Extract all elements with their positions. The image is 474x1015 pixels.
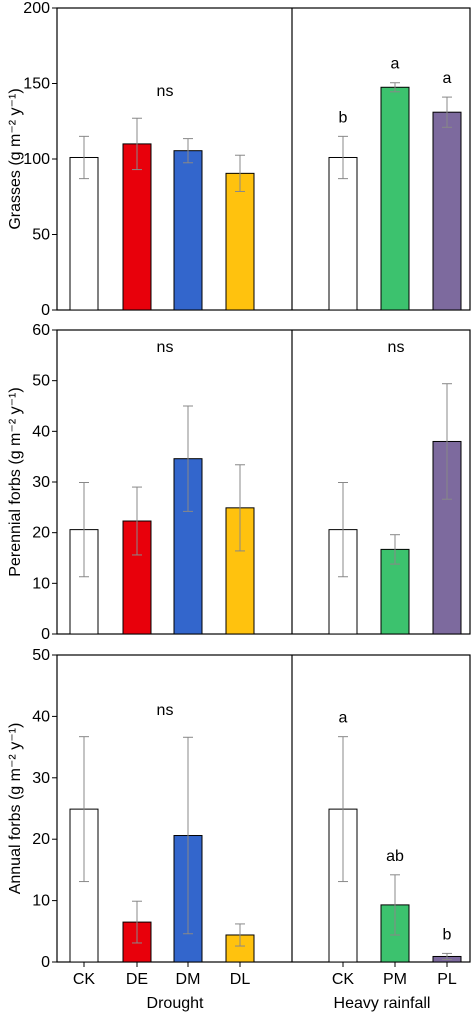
y-tick-label: 0 <box>41 302 50 319</box>
y-tick-label: 50 <box>32 373 50 390</box>
y-tick-label: 50 <box>32 647 50 664</box>
panel-1: 0 50 100 150 200 Grasses (g m⁻² y⁻¹) ns b a a <box>7 0 471 319</box>
bar-heavy-rainfall-pm <box>380 86 410 311</box>
bar-drought-dm <box>173 458 203 635</box>
group-label: Heavy rainfall <box>334 995 431 1012</box>
x-tick-label: PM <box>383 971 407 988</box>
y-tick-label: 0 <box>41 626 50 643</box>
bar-heavy-rainfall-pl <box>432 111 462 311</box>
y-tick-label: 10 <box>32 575 50 592</box>
y-tick-label: 40 <box>32 708 50 725</box>
y-tick-label: 30 <box>32 770 50 787</box>
y-axis-label: Annual forbs (g m⁻² y⁻¹) <box>7 723 24 895</box>
group-label: Drought <box>147 995 204 1012</box>
x-tick-label: DE <box>126 971 148 988</box>
y-tick-label: 150 <box>23 76 50 93</box>
panel-3: 0 10 20 30 40 50 Annual forbs (g m⁻² y⁻¹) ns a ab… <box>7 647 471 971</box>
y-tick-label: 200 <box>23 0 50 17</box>
x-tick-label: DM <box>176 971 201 988</box>
x-tick-label: CK <box>332 971 355 988</box>
plot-frame <box>56 654 471 963</box>
x-tick-label: PL <box>437 971 457 988</box>
significance-label: ns <box>157 339 174 356</box>
y-tick-label: 50 <box>32 227 50 244</box>
y-tick-label: 40 <box>32 423 50 440</box>
panel-2: 0 10 20 30 40 50 60 Perennial forbs (g m⁻² y⁻¹)… <box>7 322 471 643</box>
significance-letter: a <box>339 710 348 727</box>
significance-label: ns <box>388 339 405 356</box>
significance-letter: a <box>391 56 400 73</box>
x-axis-labels: CK DE DM DL Drought CK PM PL Heavy rainfall <box>73 962 457 1012</box>
significance-letter: a <box>443 70 452 87</box>
significance-letter: b <box>339 109 348 126</box>
significance-label: ns <box>157 702 174 719</box>
significance-letter: ab <box>386 848 404 865</box>
y-tick-label: 20 <box>32 525 50 542</box>
bar-heavy-rainfall-ck <box>328 156 358 311</box>
y-axis-label: Perennial forbs (g m⁻² y⁻¹) <box>7 387 24 576</box>
y-tick-label: 10 <box>32 893 50 910</box>
y-tick-label: 60 <box>32 322 50 339</box>
x-tick-label: CK <box>73 971 96 988</box>
y-tick-label: 30 <box>32 474 50 491</box>
y-tick-label: 0 <box>41 954 50 971</box>
bar-drought-ck <box>69 156 99 311</box>
y-axis-label: Grasses (g m⁻² y⁻¹) <box>7 88 24 229</box>
x-tick-label: DL <box>230 971 251 988</box>
y-tick-label: 20 <box>32 831 50 848</box>
bar-drought-de <box>122 143 152 311</box>
bar-drought-dl <box>225 172 255 311</box>
significance-letter: b <box>443 926 452 943</box>
bar-drought-dm <box>173 150 203 311</box>
significance-label: ns <box>157 83 174 100</box>
y-tick-label: 100 <box>23 151 50 168</box>
